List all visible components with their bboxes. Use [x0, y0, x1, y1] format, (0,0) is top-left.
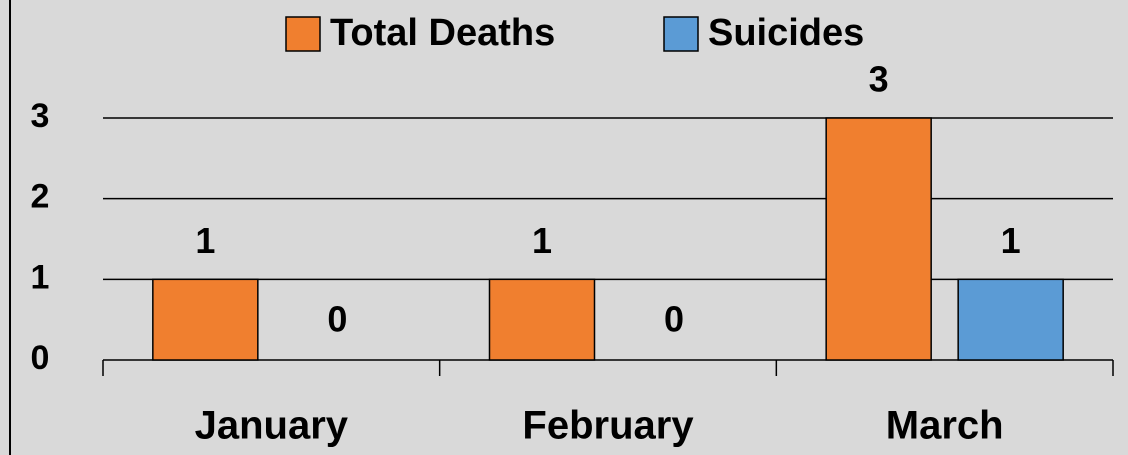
data-label: 1 — [195, 220, 215, 261]
data-label: 0 — [664, 299, 684, 340]
y-tick-label: 3 — [31, 97, 50, 135]
y-tick-label: 0 — [31, 339, 50, 377]
data-label: 0 — [327, 299, 347, 340]
x-tick-label: February — [522, 404, 694, 448]
legend-swatch — [285, 16, 321, 52]
y-tick-label: 1 — [31, 258, 50, 296]
legend-swatch — [663, 16, 699, 52]
bar — [957, 278, 1064, 361]
bar — [825, 117, 932, 361]
data-label: 1 — [532, 220, 552, 261]
x-tick-label: March — [886, 404, 1004, 448]
x-tick-label: January — [195, 404, 349, 448]
y-tick-label: 2 — [31, 178, 50, 216]
legend-label: Suicides — [708, 12, 864, 54]
data-label: 3 — [869, 59, 889, 100]
legend-label: Total Deaths — [330, 12, 555, 54]
data-label: 1 — [1001, 220, 1021, 261]
bar — [152, 278, 259, 361]
bar — [488, 278, 596, 361]
